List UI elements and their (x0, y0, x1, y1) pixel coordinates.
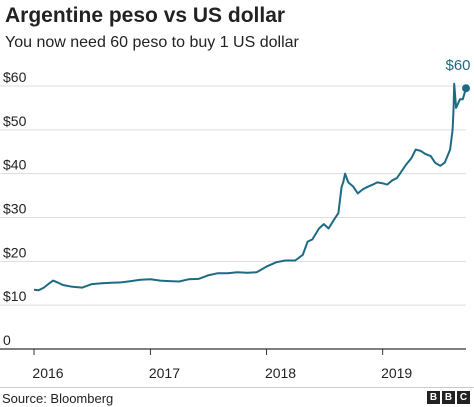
line-chart: 0 $10 $20 $30 $40 $50 $60 2016 2017 2018 2019 $60 (0, 57, 471, 381)
y-tick-label: $10 (3, 288, 27, 304)
logo-letter: B (442, 391, 455, 404)
y-tick-label: $20 (3, 244, 27, 260)
source-note: Source: Bloomberg (2, 391, 114, 406)
x-axis-ticks: 2016 2017 2018 2019 (32, 349, 412, 381)
y-tick-label: $30 (3, 201, 27, 217)
end-point-marker (462, 84, 470, 93)
chart-subtitle: You now need 60 peso to buy 1 US dollar (5, 34, 299, 51)
y-axis-ticks: 0 $10 $20 $30 $40 $50 $60 (3, 69, 27, 348)
logo-letter: C (457, 391, 470, 404)
bbc-logo: B B C (427, 391, 470, 404)
footer-divider (0, 387, 474, 388)
series-group: $60 (33, 57, 471, 292)
y-tick-label: $50 (3, 113, 27, 129)
chart-title: Argentine peso vs US dollar (5, 4, 286, 27)
logo-letter: B (427, 391, 440, 404)
x-tick-label: 2018 (265, 365, 296, 381)
y-tick-label: $60 (3, 69, 27, 85)
y-tick-label: $40 (3, 157, 27, 173)
series-line (33, 82, 467, 292)
x-tick-label: 2016 (32, 365, 63, 381)
x-tick-label: 2019 (381, 365, 412, 381)
gridlines (0, 85, 466, 350)
end-value-label: $60 (445, 57, 470, 74)
y-tick-label: 0 (3, 332, 11, 348)
x-tick-label: 2017 (149, 365, 180, 381)
